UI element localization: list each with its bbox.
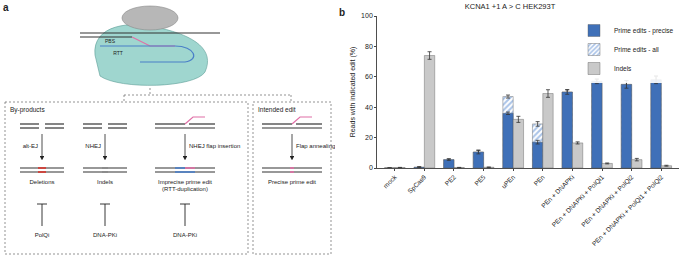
svg-text:a: a [3,2,9,13]
svg-text:PBS: PBS [105,38,116,44]
svg-text:Intended edit: Intended edit [258,106,296,113]
svg-text:KCNA1 +1 A > C HEK293T: KCNA1 +1 A > C HEK293T [465,2,556,11]
svg-text:Deletions: Deletions [29,179,54,185]
svg-text:PEn + DNAPKi + PolQi1 + PolQi2: PEn + DNAPKi + PolQi1 + PolQi2 [590,173,665,248]
svg-text:uPEn: uPEn [500,173,516,189]
svg-text:PEn + DNAPKi + PolQi2: PEn + DNAPKi + PolQi2 [580,173,636,229]
svg-text:PEn + DNAPKi + PolQi1: PEn + DNAPKi + PolQi1 [550,173,606,229]
svg-text:PEn + DNAPKi: PEn + DNAPKi [540,173,576,209]
svg-text:PolQi: PolQi [35,232,50,238]
svg-text:20: 20 [365,134,373,141]
svg-text:Indels: Indels [97,179,113,185]
svg-text:(RTT-duplication): (RTT-duplication) [162,186,208,192]
svg-text:NHEJ: NHEJ [85,143,101,149]
svg-text:alt-EJ: alt-EJ [23,143,38,149]
svg-text:80: 80 [365,43,373,50]
svg-text:By-products: By-products [10,106,45,114]
svg-text:Flap annealing: Flap annealing [296,143,335,149]
svg-text:Indels: Indels [614,65,632,72]
svg-text:Prime edits - all: Prime edits - all [614,46,659,53]
svg-text:0: 0 [369,164,373,171]
svg-text:SpCas9: SpCas9 [406,173,428,195]
svg-text:Prime edits - precise: Prime edits - precise [614,27,674,35]
svg-text:DNA-PKi: DNA-PKi [93,232,117,238]
svg-text:RTT: RTT [113,50,123,56]
svg-text:Imprecise prime edit: Imprecise prime edit [158,179,212,185]
svg-text:PE5: PE5 [473,173,487,187]
svg-text:Precise prime edit: Precise prime edit [268,179,316,185]
svg-text:DNA-PKi: DNA-PKi [173,232,197,238]
svg-text:100: 100 [361,12,373,19]
svg-text:mock: mock [382,173,398,189]
svg-text:Reads with indicated edit (%): Reads with indicated edit (%) [349,47,357,138]
svg-text:b: b [339,7,345,18]
svg-text:PE2: PE2 [443,173,457,187]
svg-text:PEn: PEn [532,173,546,187]
svg-text:NHEJ flap insertion: NHEJ flap insertion [189,143,240,149]
svg-text:60: 60 [365,73,373,80]
svg-text:40: 40 [365,104,373,111]
